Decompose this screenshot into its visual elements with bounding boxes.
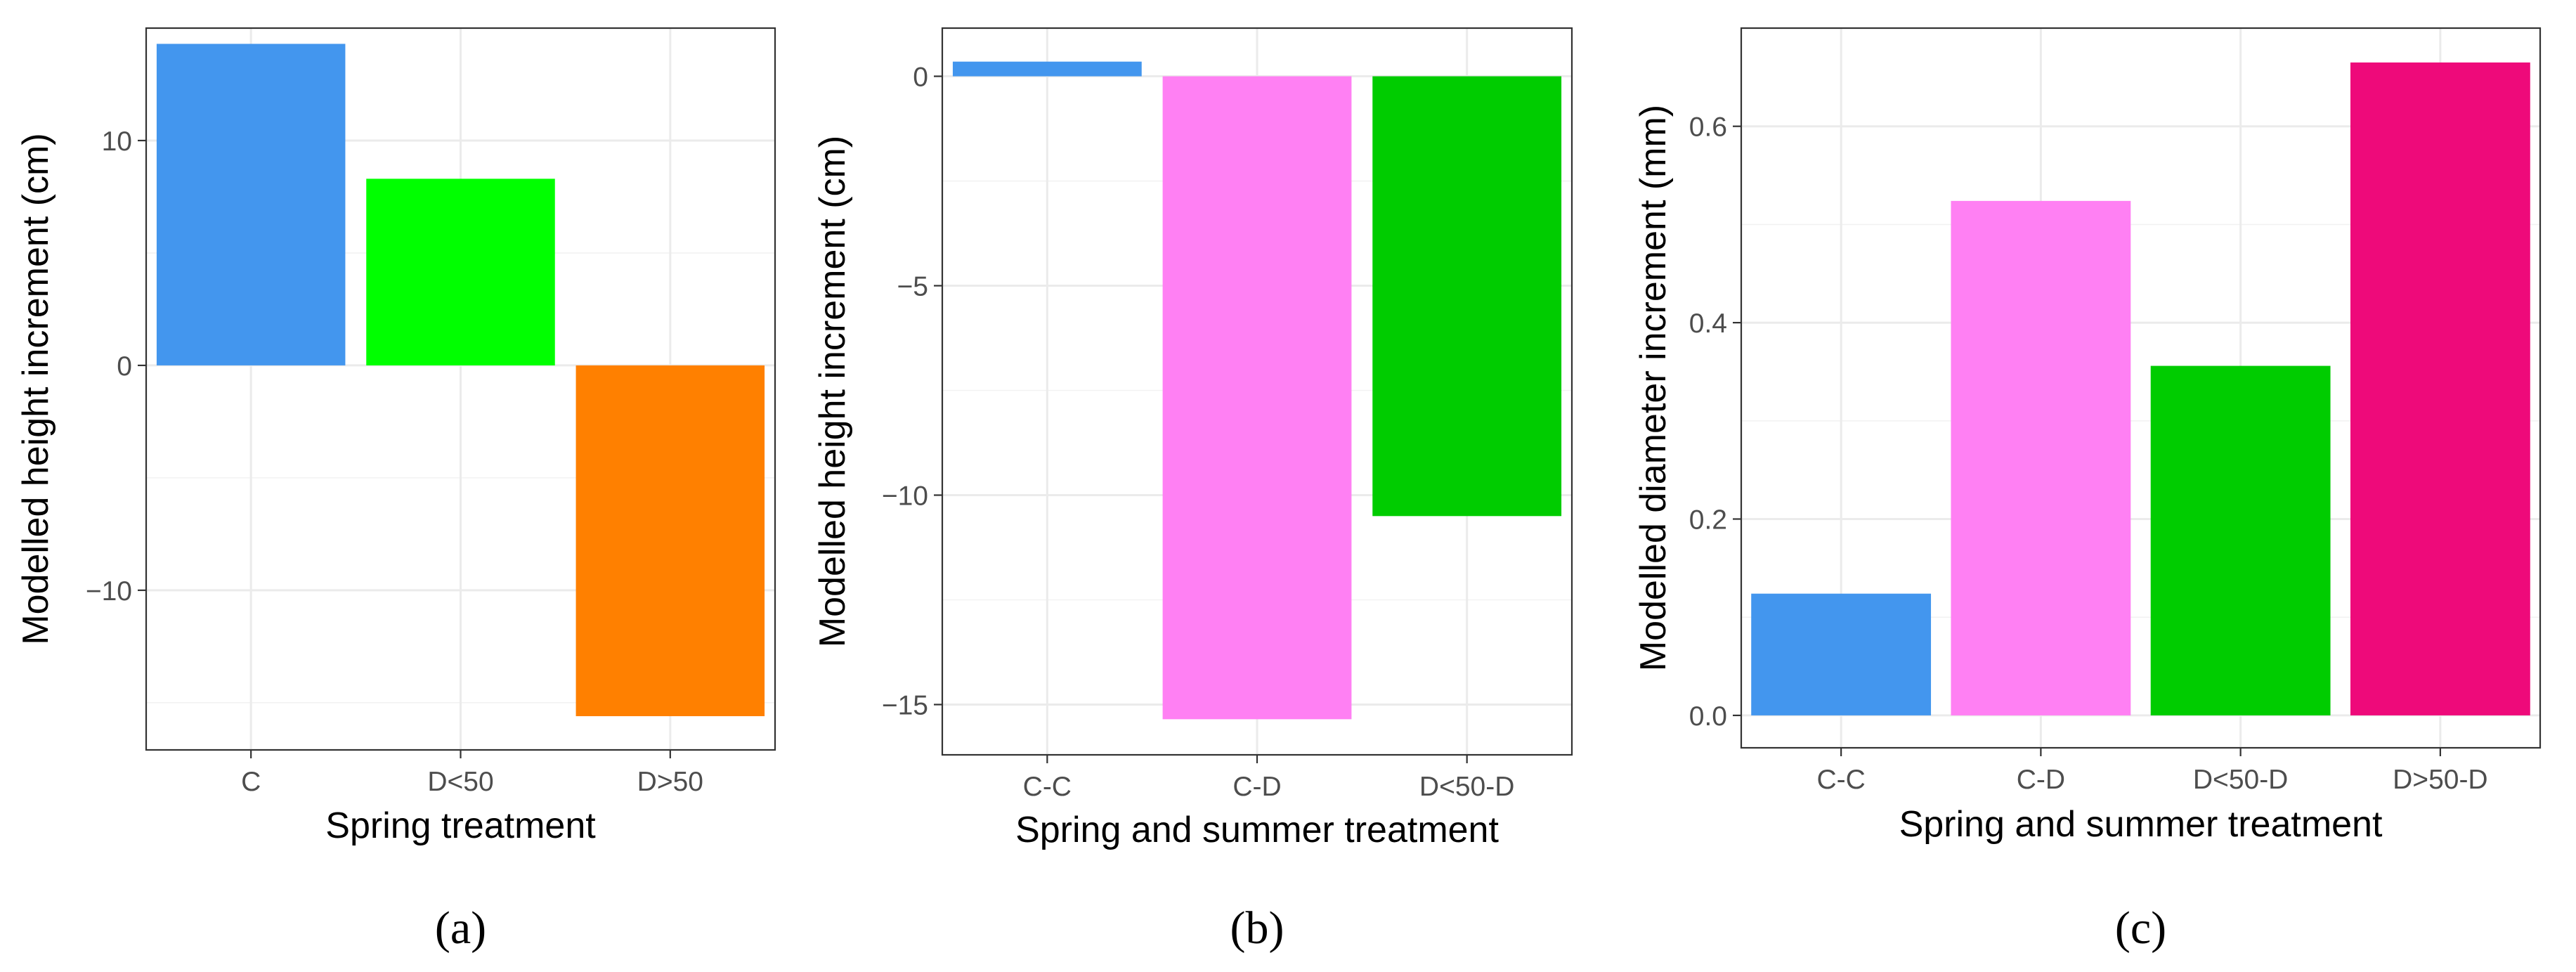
x-axis-title: Spring treatment — [325, 805, 596, 846]
chart-panel-2: −15 −10 −5 0 C-C C-D D<50-D Spring and summer t… — [812, 27, 1573, 954]
y-tick-label: 0.2 — [1689, 505, 1727, 535]
panel-caption: (b) — [1230, 902, 1284, 954]
bar-C-D — [1951, 200, 2131, 715]
y-axis-title: Modelled height increment (cm) — [15, 133, 56, 644]
chart-panel-3: 0.0 0.2 0.4 0.6 C-C C-D D<50-D D>50-D Spring and… — [1633, 27, 2542, 954]
chart-panel-1: −10 0 10 C D<50 D>50 Spring treatment Modelled … — [15, 27, 776, 954]
bar-C-C — [1751, 593, 1932, 715]
x-tick-label: C-D — [1232, 772, 1281, 802]
x-axis-title: Spring and summer treatment — [1899, 804, 2383, 845]
bar-C-C — [952, 61, 1142, 77]
x-tick-label: C — [241, 767, 261, 797]
x-tick-label: D>50-D — [2393, 765, 2487, 795]
bar-D>50 — [575, 365, 765, 717]
bar-D<50 — [366, 179, 555, 365]
y-tick-label: 10 — [102, 127, 132, 157]
x-axis-title: Spring and summer treatment — [1015, 810, 1499, 850]
bar-D<50-D — [1372, 76, 1562, 517]
y-axis-title: Modelled diameter increment (mm) — [1633, 105, 1674, 671]
y-tick-label: −15 — [882, 690, 928, 720]
y-tick-label: 0 — [913, 63, 928, 93]
y-tick-label: −10 — [882, 481, 928, 512]
y-axis-title: Modelled height increment (cm) — [812, 136, 853, 647]
x-tick-label: D<50-D — [2193, 765, 2288, 795]
bar-D>50-D — [2350, 62, 2530, 715]
x-tick-label: D<50-D — [1419, 772, 1514, 802]
y-tick-label: 0 — [117, 351, 132, 382]
x-tick-label: D<50 — [427, 767, 493, 797]
y-tick-label: −10 — [86, 576, 132, 607]
bar-D<50-D — [2150, 365, 2331, 715]
y-tick-label: −5 — [897, 272, 928, 302]
panel-border — [1740, 27, 2542, 749]
panel-caption: (c) — [2115, 902, 2166, 954]
bar-C — [156, 44, 346, 365]
x-tick-label: C-D — [2017, 765, 2065, 795]
x-tick-label: C-C — [1816, 765, 1865, 795]
x-tick-label: D>50 — [637, 767, 703, 797]
y-tick-label: 0.4 — [1689, 309, 1727, 339]
y-tick-label: 0.0 — [1689, 701, 1727, 732]
x-tick-label: C-C — [1023, 772, 1072, 802]
bar-C-D — [1162, 76, 1352, 720]
panel-caption: (a) — [435, 902, 486, 954]
y-tick-label: 0.6 — [1689, 112, 1727, 143]
